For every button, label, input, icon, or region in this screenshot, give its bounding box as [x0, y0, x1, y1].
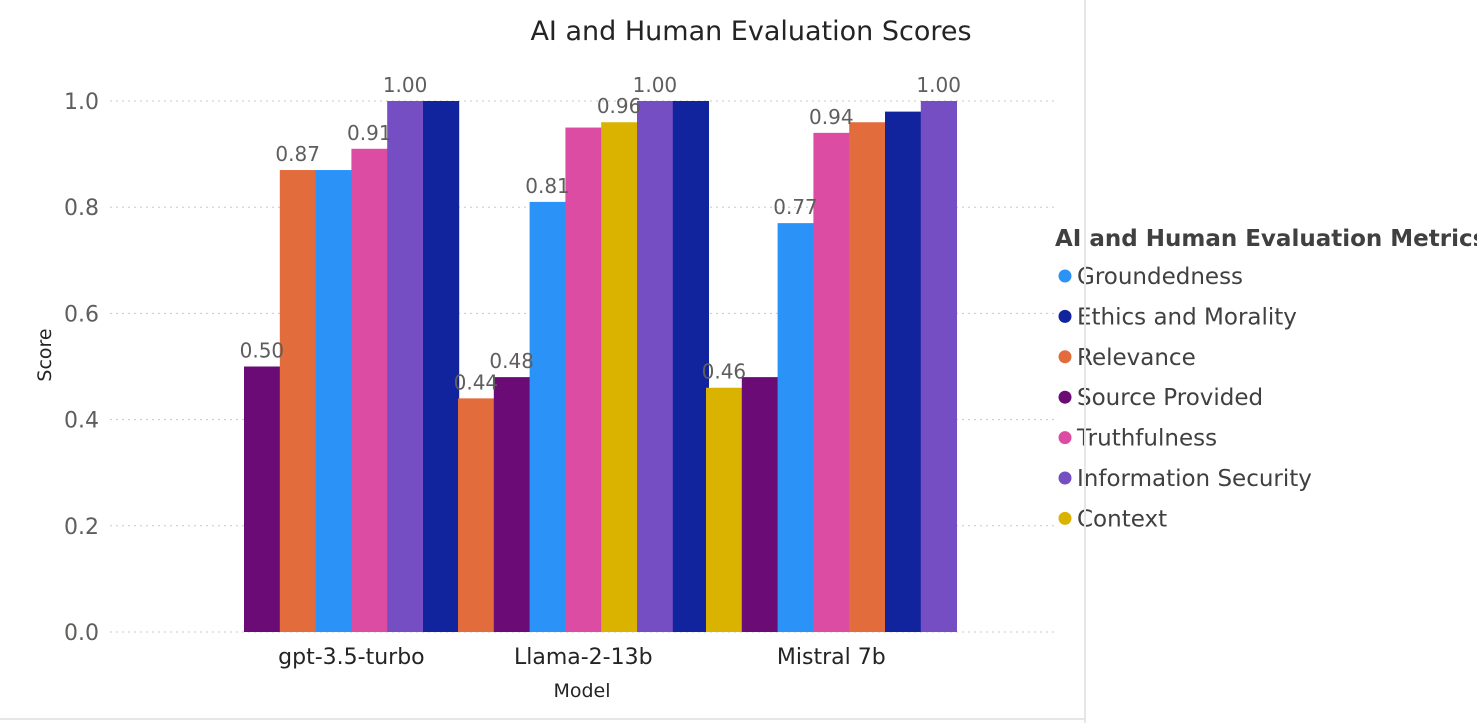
y-tick-label: 0.2 — [64, 515, 99, 540]
data-label: 0.81 — [525, 174, 570, 198]
legend-item-label: Relevance — [1077, 345, 1196, 371]
legend-title: AI and Human Evaluation Metrics — [1055, 226, 1477, 252]
legend-marker — [1058, 269, 1072, 283]
legend: AI and Human Evaluation Metrics Grounded… — [1055, 226, 1477, 532]
y-tick-label: 0.4 — [64, 409, 99, 434]
y-tick-label: 0.0 — [64, 621, 99, 646]
bar — [351, 148, 388, 633]
y-tick-labels: 0.0 0.2 0.4 0.6 0.8 1.0 — [64, 90, 99, 646]
bar — [529, 201, 566, 632]
legend-marker — [1058, 309, 1072, 323]
bars — [244, 101, 957, 633]
bar — [279, 170, 316, 632]
x-tick-label: gpt-3.5-turbo — [278, 645, 424, 670]
legend-marker — [1058, 431, 1072, 445]
bar — [493, 377, 530, 632]
panel-bottom-edge — [0, 718, 1086, 720]
legend-item-label: Groundedness — [1077, 264, 1243, 290]
data-label: 0.44 — [454, 370, 499, 394]
y-tick-label: 0.8 — [64, 196, 99, 221]
data-label: 0.77 — [773, 195, 818, 219]
y-tick-label: 0.6 — [64, 302, 99, 327]
bar — [849, 122, 886, 633]
bar — [458, 398, 495, 632]
y-tick-label: 1.0 — [64, 90, 99, 115]
data-labels: 0.500.870.911.000.440.480.810.961.000.46… — [240, 73, 961, 394]
bar — [244, 366, 281, 632]
legend-marker — [1058, 350, 1072, 364]
x-tick-labels: gpt-3.5-turbo Llama-2-13b Mistral 7b — [278, 645, 886, 670]
legend-item-label: Source Provided — [1077, 385, 1263, 411]
legend-marker — [1058, 511, 1072, 525]
panel-divider — [1084, 0, 1086, 723]
legend-marker — [1058, 390, 1072, 404]
bar — [315, 170, 352, 632]
bar — [813, 132, 850, 633]
bar — [706, 387, 743, 632]
bar — [777, 223, 814, 632]
bar — [741, 377, 778, 632]
y-axis-title: Score — [34, 328, 56, 381]
bar — [637, 101, 674, 632]
data-label: 1.00 — [916, 73, 961, 97]
chart-title: AI and Human Evaluation Scores — [530, 16, 971, 47]
data-label: 0.50 — [240, 339, 285, 363]
bar — [565, 127, 602, 633]
x-tick-label: Llama-2-13b — [514, 645, 653, 670]
data-label: 0.91 — [347, 121, 392, 145]
bar — [601, 122, 638, 633]
bar — [423, 101, 460, 632]
bar — [885, 111, 922, 633]
legend-item-label: Ethics and Morality — [1077, 304, 1297, 330]
data-label: 0.48 — [489, 349, 534, 373]
bar — [920, 101, 957, 632]
data-label: 1.00 — [383, 73, 428, 97]
data-label: 0.87 — [275, 142, 320, 166]
data-label: 0.46 — [702, 360, 747, 384]
x-tick-label: Mistral 7b — [777, 645, 886, 670]
legend-item-label: Context — [1077, 506, 1167, 532]
x-axis-title: Model — [553, 680, 610, 702]
legend-item-label: Information Security — [1077, 466, 1312, 492]
bar — [387, 101, 424, 632]
bar — [672, 101, 709, 632]
legend-item-label: Truthfulness — [1076, 426, 1217, 452]
data-label: 1.00 — [633, 73, 678, 97]
data-label: 0.96 — [597, 94, 642, 118]
data-label: 0.94 — [809, 105, 854, 129]
legend-marker — [1058, 471, 1072, 485]
